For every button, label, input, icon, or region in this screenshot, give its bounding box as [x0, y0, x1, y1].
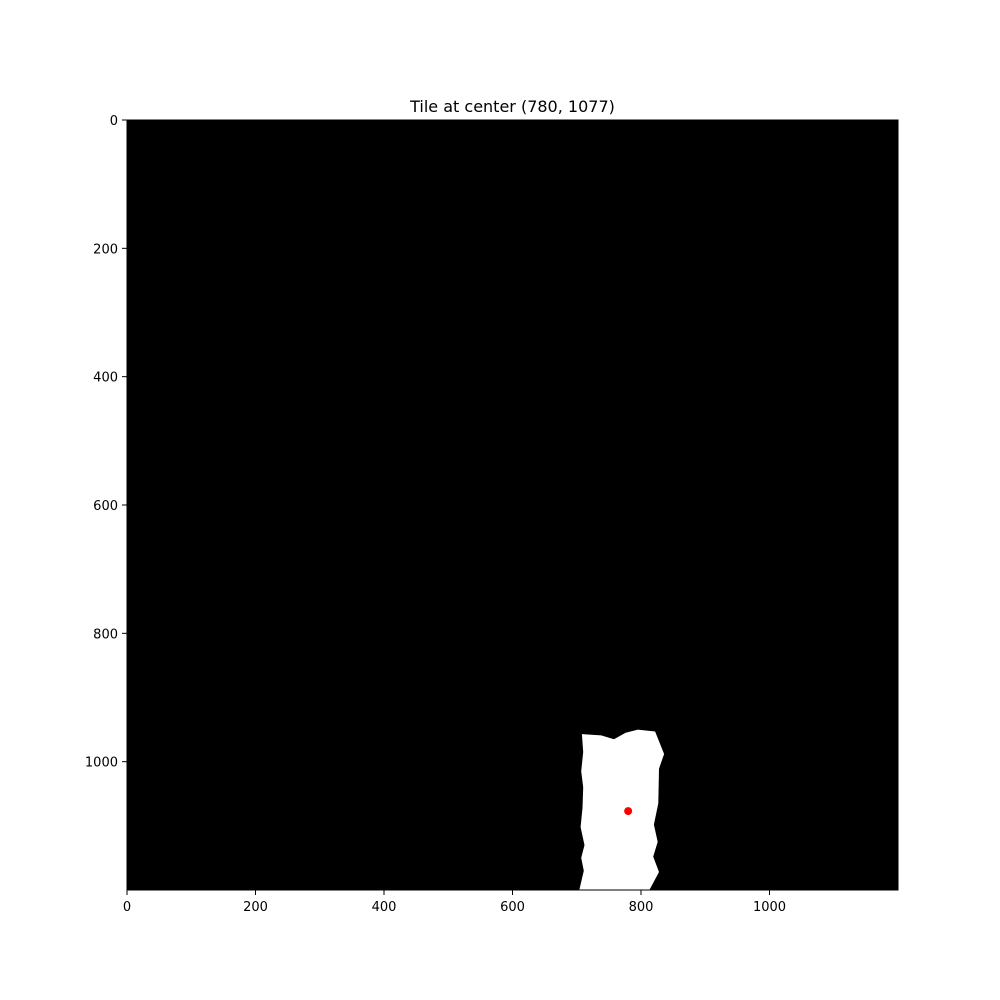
y-tick-label: 800 [93, 627, 118, 642]
y-tick-label: 200 [93, 242, 118, 257]
plot-frame [126, 119, 899, 891]
y-tick-label: 400 [93, 371, 118, 386]
y-tick-label: 0 [110, 114, 118, 129]
x-tick-label: 600 [500, 900, 525, 915]
mask-region [579, 729, 665, 890]
x-tick-label: 200 [243, 900, 268, 915]
x-tick-label: 0 [123, 900, 131, 915]
image-background [127, 120, 898, 890]
y-axis: 0 200 400 600 800 1000 [85, 114, 127, 771]
center-point-marker [624, 807, 633, 816]
x-tick-label: 800 [629, 900, 654, 915]
x-axis: 0 200 400 600 800 1000 [123, 890, 786, 915]
chart-title: Tile at center (780, 1077) [409, 97, 615, 116]
y-tick-label: 1000 [85, 756, 118, 771]
x-tick-label: 400 [372, 900, 397, 915]
x-tick-label: 1000 [753, 900, 786, 915]
y-tick-label: 600 [93, 499, 118, 514]
